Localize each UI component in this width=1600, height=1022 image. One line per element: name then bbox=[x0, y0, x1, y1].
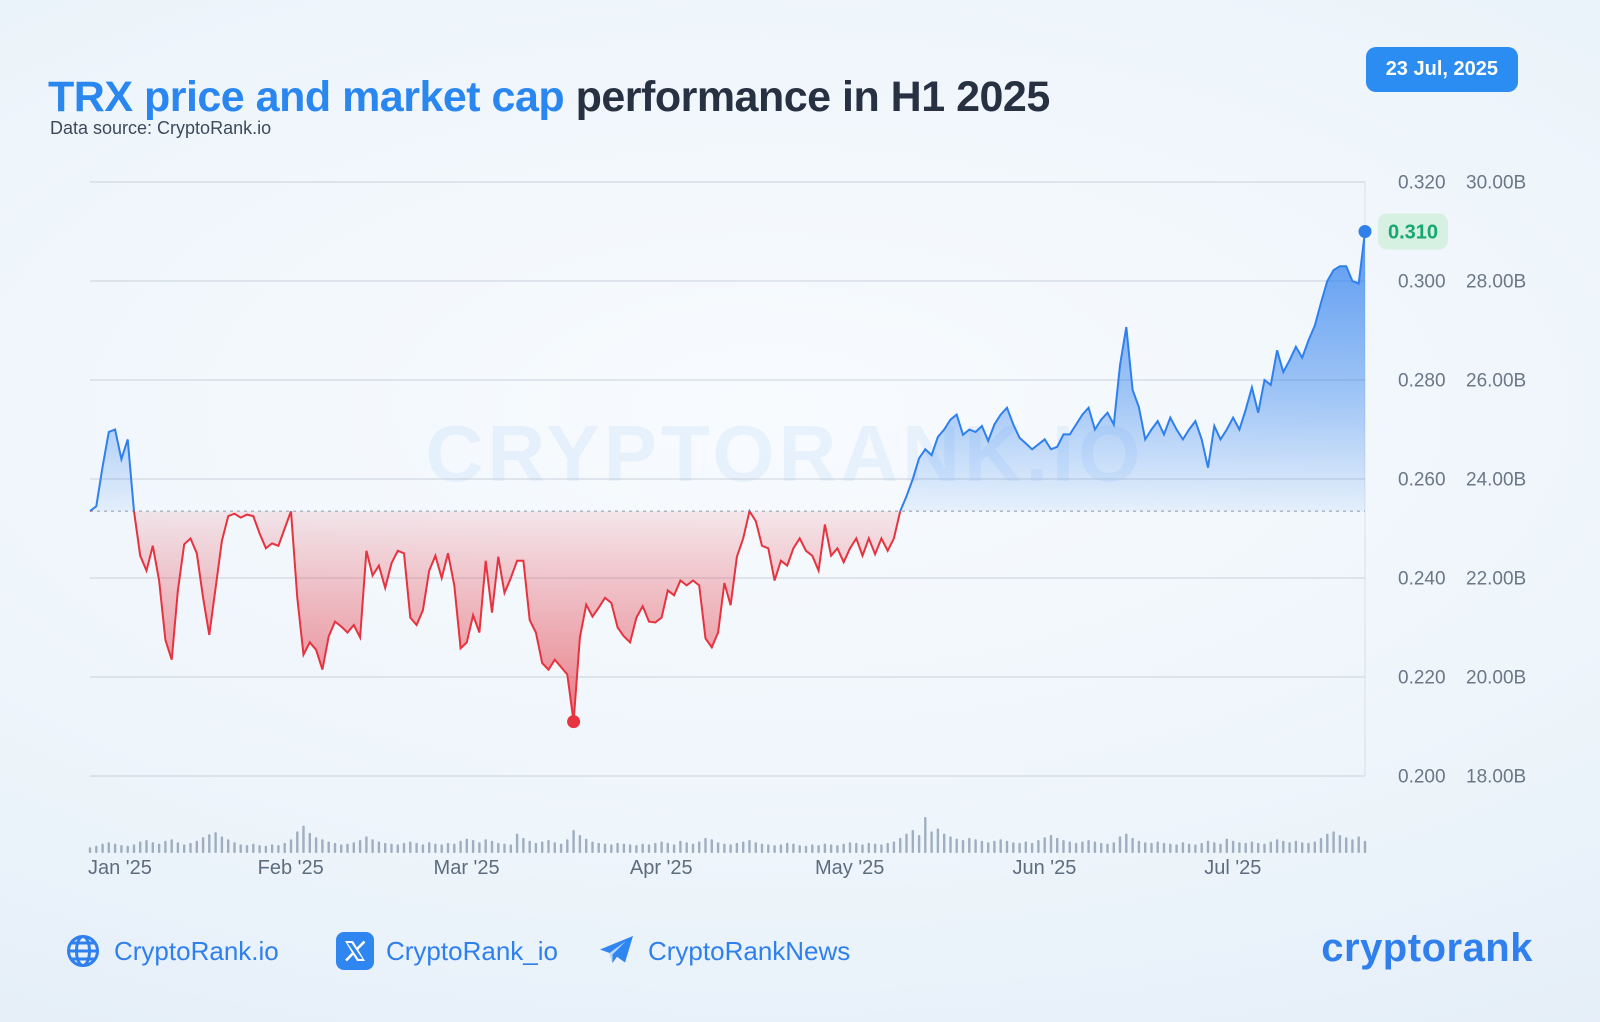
cryptorank-logo: cryptorank bbox=[1321, 926, 1533, 970]
telegram-link[interactable]: CryptoRankNews bbox=[596, 932, 850, 970]
svg-text:0.300: 0.300 bbox=[1398, 272, 1446, 293]
month-labels: Jan '25 Feb '25 Mar '25 Apr '25 May '25 Jun '… bbox=[88, 857, 1261, 879]
svg-text:20.00B: 20.00B bbox=[1466, 668, 1526, 689]
title-rest: performance in H1 2025 bbox=[564, 72, 1051, 121]
svg-text:Jan '25: Jan '25 bbox=[88, 857, 152, 879]
svg-text:Mar '25: Mar '25 bbox=[434, 857, 500, 879]
svg-text:22.00B: 22.00B bbox=[1466, 569, 1526, 590]
telegram-icon bbox=[596, 932, 636, 970]
svg-text:0.310: 0.310 bbox=[1388, 222, 1438, 244]
svg-text:18.00B: 18.00B bbox=[1466, 767, 1526, 788]
gridlines-and-axis: 0.320 30.00B 0.300 28.00B 0.280 26.00B 0.260 24… bbox=[90, 173, 1526, 788]
website-link-label: CryptoRank.io bbox=[114, 935, 279, 966]
svg-text:0.200: 0.200 bbox=[1398, 767, 1446, 788]
svg-text:0.320: 0.320 bbox=[1398, 173, 1446, 194]
svg-text:24.00B: 24.00B bbox=[1466, 470, 1526, 491]
svg-text:0.220: 0.220 bbox=[1398, 668, 1446, 689]
globe-icon bbox=[64, 932, 102, 970]
svg-text:0.280: 0.280 bbox=[1398, 371, 1446, 392]
svg-text:0.260: 0.260 bbox=[1398, 470, 1446, 491]
min-price-dot bbox=[567, 715, 581, 729]
svg-text:Apr '25: Apr '25 bbox=[630, 857, 693, 879]
website-link[interactable]: CryptoRank.io bbox=[64, 932, 279, 970]
page-title: TRX price and market cap performance in … bbox=[48, 73, 1050, 122]
svg-text:28.00B: 28.00B bbox=[1466, 272, 1526, 293]
volume-bars bbox=[88, 817, 1367, 853]
x-link[interactable]: CryptoRank_io bbox=[336, 932, 558, 970]
current-price-badge: 0.310 bbox=[1378, 213, 1448, 250]
chart-area: CRYPTORANK.IO 0.320 30.00B 0.300 28.00B 0.280… bbox=[0, 150, 1600, 895]
date-badge: 23 Jul, 2025 bbox=[1365, 47, 1518, 92]
last-price-dot bbox=[1358, 225, 1372, 238]
svg-text:30.00B: 30.00B bbox=[1466, 173, 1526, 194]
telegram-link-label: CryptoRankNews bbox=[648, 935, 851, 966]
footer: CryptoRank.io CryptoRank_io CryptoRa bbox=[0, 920, 1600, 990]
svg-text:26.00B: 26.00B bbox=[1466, 371, 1526, 392]
x-icon bbox=[336, 932, 374, 970]
data-source-label: Data source: CryptoRank.io bbox=[50, 118, 272, 138]
title-highlight: TRX price and market cap bbox=[48, 72, 565, 121]
svg-text:Jun '25: Jun '25 bbox=[1012, 857, 1076, 879]
svg-text:0.240: 0.240 bbox=[1398, 569, 1446, 590]
x-link-label: CryptoRank_io bbox=[386, 935, 558, 966]
svg-text:Feb '25: Feb '25 bbox=[258, 857, 324, 879]
svg-text:May '25: May '25 bbox=[815, 857, 884, 879]
price-series bbox=[89, 231, 1366, 722]
svg-text:Jul '25: Jul '25 bbox=[1204, 857, 1261, 879]
